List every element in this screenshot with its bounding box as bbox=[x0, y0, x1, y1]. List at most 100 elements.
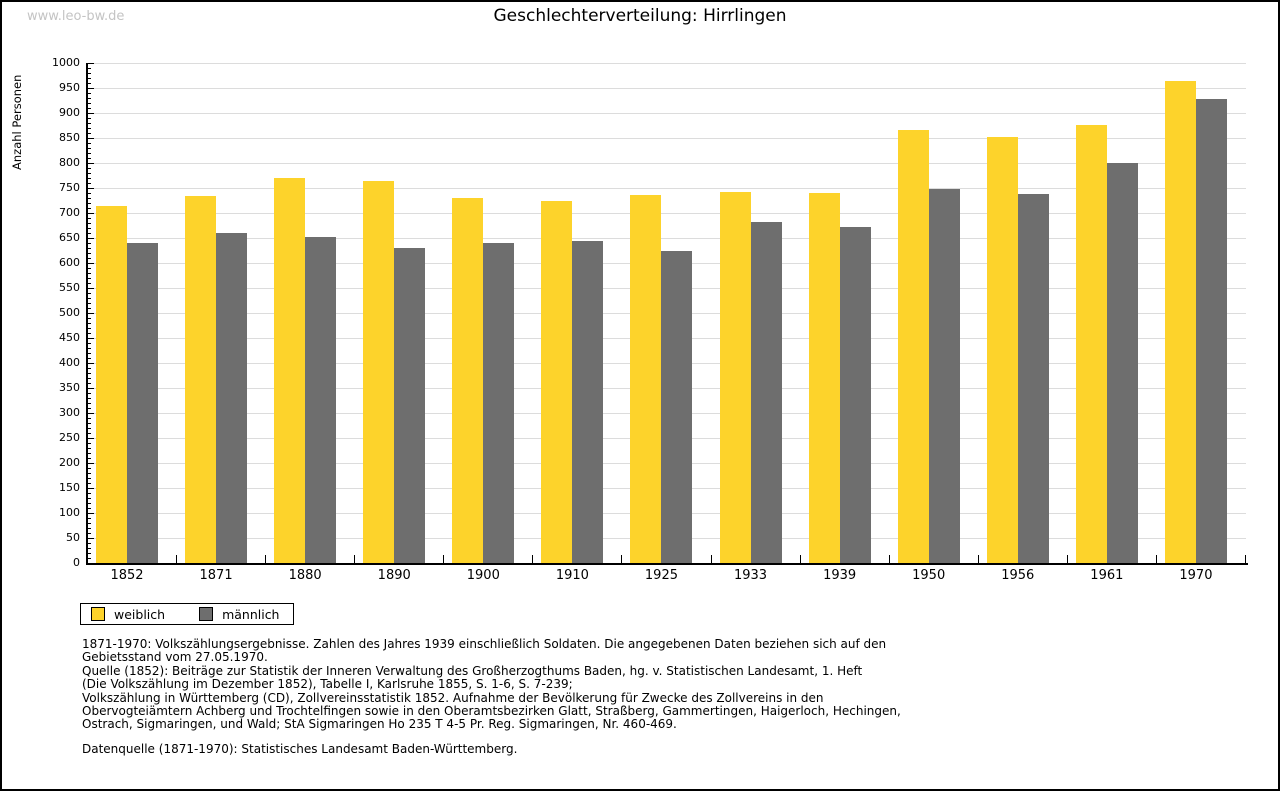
y-minor-tick bbox=[88, 428, 91, 429]
y-minor-tick bbox=[88, 228, 91, 229]
y-minor-tick bbox=[88, 198, 91, 199]
x-boundary-tick bbox=[888, 555, 890, 563]
watermark: www.leo-bw.de bbox=[27, 9, 125, 24]
y-minor-tick bbox=[88, 173, 91, 174]
footnote-line: Obervogteiämtern Achberg und Trochtelfin… bbox=[82, 704, 901, 719]
y-tick-label: 1000 bbox=[52, 56, 80, 69]
plot-area bbox=[88, 63, 1246, 563]
x-tick-label: 1880 bbox=[288, 568, 322, 583]
y-minor-tick bbox=[88, 98, 91, 99]
y-minor-tick bbox=[88, 343, 91, 344]
y-minor-tick bbox=[88, 443, 91, 444]
legend-swatch-maennlich-icon bbox=[199, 607, 214, 621]
bar-group bbox=[890, 63, 979, 563]
x-boundary-tick bbox=[621, 555, 623, 563]
y-tick-label: 800 bbox=[59, 156, 80, 169]
y-major-tick bbox=[88, 488, 94, 489]
bar-group bbox=[622, 63, 711, 563]
y-axis-line bbox=[86, 63, 88, 565]
bar-group bbox=[444, 63, 533, 563]
bar-maennlich-1925 bbox=[661, 250, 693, 563]
bar-group bbox=[1068, 63, 1157, 563]
bar-weiblich-1961 bbox=[1075, 124, 1107, 563]
y-minor-tick bbox=[88, 133, 91, 134]
y-minor-tick bbox=[88, 468, 91, 469]
y-minor-tick bbox=[88, 378, 91, 379]
x-tick-label: 1925 bbox=[644, 568, 678, 583]
bar-weiblich-1852 bbox=[96, 205, 127, 563]
y-major-tick bbox=[88, 438, 94, 439]
y-minor-tick bbox=[88, 398, 91, 399]
y-major-tick bbox=[88, 313, 94, 314]
bar-weiblich-1900 bbox=[452, 197, 484, 563]
y-minor-tick bbox=[88, 283, 91, 284]
bar-weiblich-1880 bbox=[274, 178, 306, 563]
y-tick-label: 300 bbox=[59, 406, 80, 419]
x-boundary-tick bbox=[1155, 555, 1157, 563]
bar-group bbox=[1157, 63, 1246, 563]
bar-weiblich-1970 bbox=[1164, 81, 1196, 563]
y-tick-label: 900 bbox=[59, 106, 80, 119]
y-minor-tick bbox=[88, 358, 91, 359]
y-major-tick bbox=[88, 138, 94, 139]
y-major-tick bbox=[88, 88, 94, 89]
y-minor-tick bbox=[88, 208, 91, 209]
gridline bbox=[88, 238, 1246, 239]
y-minor-tick bbox=[88, 143, 91, 144]
bar-weiblich-1890 bbox=[363, 181, 395, 563]
bar-group bbox=[88, 63, 177, 563]
y-tick-label: 650 bbox=[59, 231, 80, 244]
y-major-tick bbox=[88, 363, 94, 364]
y-minor-tick bbox=[88, 323, 91, 324]
bar-maennlich-1933 bbox=[750, 221, 782, 563]
bar-maennlich-1871 bbox=[216, 233, 248, 563]
datenquelle-line: Datenquelle (1871-1970): Statistisches L… bbox=[82, 742, 518, 756]
y-minor-tick bbox=[88, 68, 91, 69]
x-tick-label: 1939 bbox=[823, 568, 857, 583]
bar-maennlich-1900 bbox=[483, 243, 515, 563]
gridline bbox=[88, 63, 1246, 64]
bar-group bbox=[177, 63, 266, 563]
y-minor-tick bbox=[88, 453, 91, 454]
footnote-line: Volkszählung in Württemberg (CD), Zollve… bbox=[82, 690, 824, 705]
y-minor-tick bbox=[88, 153, 91, 154]
y-minor-tick bbox=[88, 78, 91, 79]
chart-title: Geschlechterverteilung: Hirrlingen bbox=[493, 6, 787, 26]
y-tick-label: 850 bbox=[59, 131, 80, 144]
x-tick-label: 1900 bbox=[466, 568, 500, 583]
bar-group bbox=[979, 63, 1068, 563]
x-tick-label: 1956 bbox=[1001, 568, 1035, 583]
bar-weiblich-1956 bbox=[986, 137, 1018, 563]
y-minor-tick bbox=[88, 393, 91, 394]
y-minor-tick bbox=[88, 373, 91, 374]
x-boundary-tick bbox=[799, 555, 801, 563]
y-minor-tick bbox=[88, 168, 91, 169]
gridline bbox=[88, 188, 1246, 189]
y-major-tick bbox=[88, 538, 94, 539]
y-minor-tick bbox=[88, 483, 91, 484]
y-minor-tick bbox=[88, 123, 91, 124]
y-minor-tick bbox=[88, 353, 91, 354]
y-major-tick bbox=[88, 238, 94, 239]
x-tick-label: 1950 bbox=[912, 568, 946, 583]
y-minor-tick bbox=[88, 503, 91, 504]
footnotes: 1871-1970: Volkszählungsergebnisse. Zahl… bbox=[82, 637, 901, 732]
y-minor-tick bbox=[88, 498, 91, 499]
bar-maennlich-1956 bbox=[1017, 193, 1049, 563]
y-major-tick bbox=[88, 263, 94, 264]
y-minor-tick bbox=[88, 348, 91, 349]
x-boundary-tick bbox=[977, 555, 979, 563]
y-minor-tick bbox=[88, 118, 91, 119]
bar-weiblich-1925 bbox=[630, 195, 662, 563]
y-major-tick bbox=[88, 388, 94, 389]
y-minor-tick bbox=[88, 418, 91, 419]
x-boundary-tick bbox=[532, 555, 534, 563]
y-major-tick bbox=[88, 63, 94, 64]
y-tick-label: 600 bbox=[59, 256, 80, 269]
x-tick-label: 1933 bbox=[733, 568, 768, 583]
y-minor-tick bbox=[88, 128, 91, 129]
y-minor-tick bbox=[88, 478, 91, 479]
y-minor-tick bbox=[88, 533, 91, 534]
y-minor-tick bbox=[88, 243, 91, 244]
